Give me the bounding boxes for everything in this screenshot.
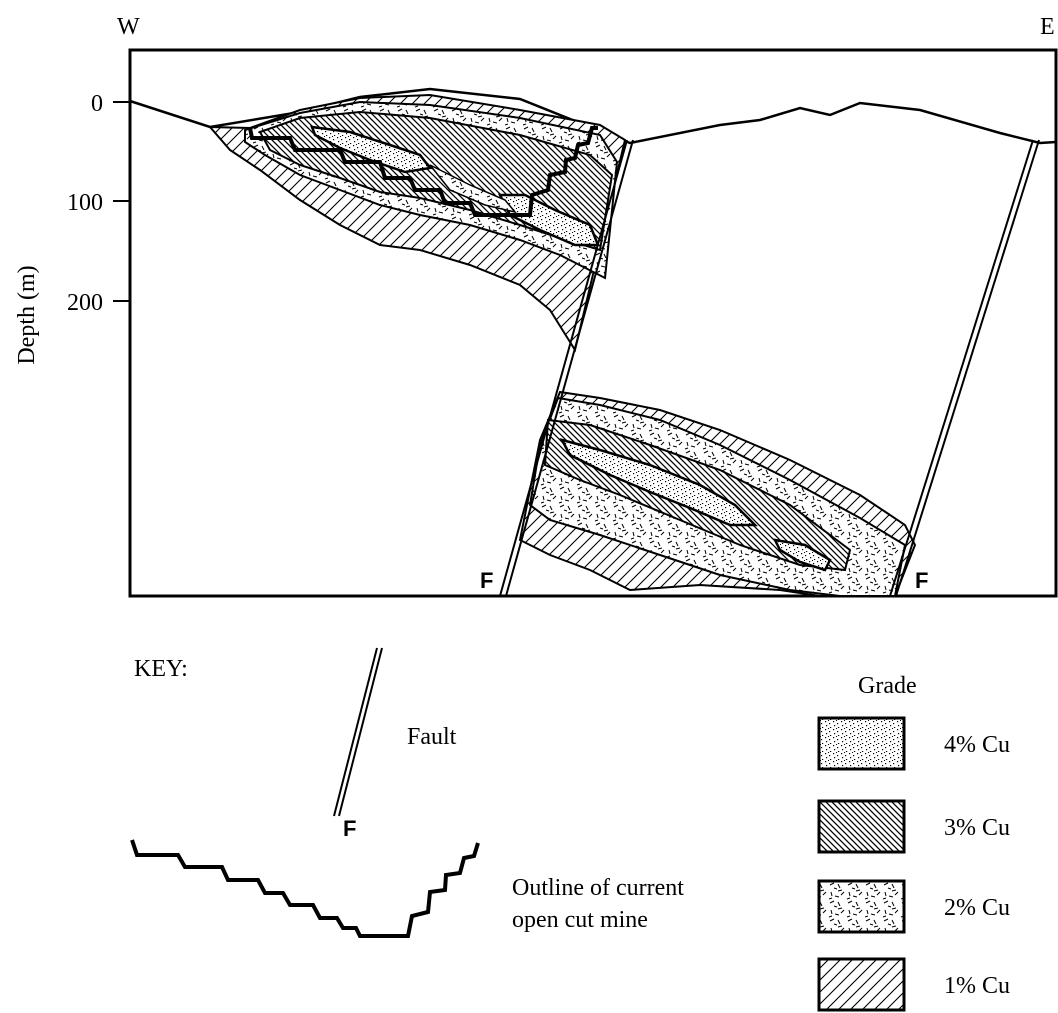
depth-tick-0: 0 [91, 91, 103, 117]
upper-zone-2pct-inner-band [429, 164, 518, 214]
grade-label-2pct: 2% Cu [944, 895, 1010, 921]
key-fault-label: Fault [407, 724, 457, 750]
section-frame [128, 48, 1058, 598]
key-fault-symbol [333, 647, 383, 817]
east-fault [889, 139, 1040, 597]
east-fault-marker: F [915, 568, 928, 593]
key-fault-marker: F [343, 816, 356, 841]
depth-tick-200: 200 [67, 290, 103, 316]
grade-swatch-4pct [817, 716, 906, 771]
west-fault-marker: F [480, 568, 493, 593]
upper-ore-body [207, 93, 627, 353]
grade-swatch-1pct [817, 957, 906, 1012]
grade-label-1pct: 1% Cu [944, 973, 1010, 999]
key-mine-label-line1: Outline of current [512, 875, 684, 901]
grade-heading: Grade [858, 673, 917, 699]
west-fault [499, 139, 634, 597]
key-heading: KEY: [134, 656, 188, 682]
grade-swatch-3pct [817, 799, 906, 854]
depth-axis-title: Depth (m) [14, 265, 40, 364]
upper-zone-4pct-lens-1 [310, 125, 433, 174]
lower-zone-4pct-lens-2 [772, 538, 832, 572]
lower-zone-4pct-lens-1 [559, 438, 759, 527]
key-mine-label-line2: open cut mine [512, 907, 648, 933]
grade-swatch-2pct [817, 879, 906, 934]
west-label: W [117, 14, 140, 40]
depth-tick-100: 100 [67, 190, 103, 216]
open-cut-mine-outline [248, 126, 598, 217]
key-mine-outline-symbol [130, 839, 480, 938]
lower-ore-body [518, 390, 917, 597]
east-label: E [1040, 14, 1055, 40]
grade-label-4pct: 4% Cu [944, 732, 1010, 758]
grade-label-3pct: 3% Cu [944, 815, 1010, 841]
